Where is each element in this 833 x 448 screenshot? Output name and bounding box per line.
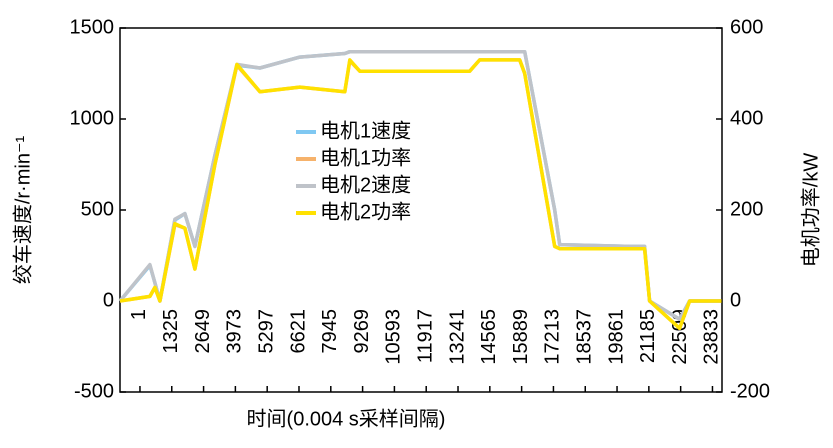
x-tick-label: 6621 (287, 309, 309, 354)
y-tick-label: 0 (103, 289, 114, 311)
x-tick-label: 3973 (224, 309, 246, 354)
x-tick-label: 5297 (255, 309, 277, 354)
x-tick-label: 18537 (574, 309, 596, 365)
x-tick-label: 14565 (478, 309, 500, 365)
x-tick-label: 23833 (701, 309, 723, 365)
legend-label: 电机2速度 (320, 173, 411, 196)
x-tick-label: 9269 (351, 309, 373, 354)
y2-tick-label: 0 (730, 289, 741, 311)
y2-tick-label: 600 (730, 16, 763, 38)
x-tick-label: 7945 (319, 309, 341, 354)
series-line (119, 58, 722, 331)
legend-label: 电机2功率 (320, 200, 411, 223)
y-tick-label: 500 (81, 198, 114, 220)
x-tick-label: 15889 (510, 309, 532, 365)
x-tick-label: 17213 (542, 309, 564, 365)
x-tick-label: 11917 (414, 309, 436, 363)
y2-tick-label: -200 (730, 380, 770, 402)
x-tick-label: 10593 (383, 309, 405, 365)
x-tick-label: 2649 (192, 309, 214, 354)
y2-tick-label: 200 (730, 198, 763, 220)
x-tick-label: 13241 (446, 309, 468, 365)
y-tick-label: -500 (74, 380, 114, 402)
y2-tick-label: 400 (730, 107, 763, 129)
y-tick-label: 1000 (70, 107, 115, 129)
x-axis-label: 时间(0.004 s采样间隔) (247, 407, 446, 430)
y2-axis-label: 电机功率/kW (799, 153, 822, 268)
legend-label: 电机1速度 (320, 119, 411, 142)
legend-label: 电机1功率 (320, 146, 411, 169)
x-tick-label: 1 (128, 309, 150, 320)
series-line (118, 49, 722, 321)
x-tick-label: 1325 (160, 309, 182, 354)
x-tick-label: 21185 (637, 309, 659, 363)
y-tick-label: 1500 (70, 16, 115, 38)
y-axis-label: 绞车速度/r·min⁻¹ (11, 136, 34, 285)
x-tick-label: 19861 (605, 309, 627, 365)
